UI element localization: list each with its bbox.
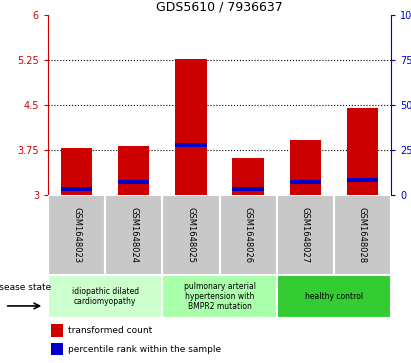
Text: GSM1648028: GSM1648028 — [358, 207, 367, 263]
Text: GSM1648023: GSM1648023 — [72, 207, 81, 263]
Bar — [232, 187, 264, 191]
Text: GSM1648027: GSM1648027 — [301, 207, 310, 263]
Text: GSM1648024: GSM1648024 — [129, 207, 138, 263]
Bar — [48, 275, 162, 318]
Bar — [175, 143, 207, 147]
Bar — [51, 343, 62, 355]
Bar — [162, 275, 277, 318]
Bar — [334, 195, 391, 275]
Bar — [48, 195, 105, 275]
Text: disease state: disease state — [0, 282, 52, 291]
Bar — [61, 148, 92, 195]
Text: pulmonary arterial
hypertension with
BMPR2 mutation: pulmonary arterial hypertension with BMP… — [183, 282, 256, 311]
Bar — [175, 59, 207, 195]
Text: GSM1648025: GSM1648025 — [187, 207, 195, 263]
Bar — [277, 195, 334, 275]
Bar — [105, 195, 162, 275]
Bar — [289, 180, 321, 184]
Bar — [347, 108, 378, 195]
Bar — [162, 195, 219, 275]
Bar — [61, 187, 92, 191]
Bar — [51, 324, 62, 337]
Text: transformed count: transformed count — [68, 326, 152, 335]
Bar — [277, 275, 391, 318]
Text: idiopathic dilated
cardiomyopathy: idiopathic dilated cardiomyopathy — [72, 287, 139, 306]
Bar — [289, 140, 321, 195]
Text: GSM1648026: GSM1648026 — [244, 207, 253, 263]
Bar — [118, 146, 150, 195]
Bar — [232, 158, 264, 195]
Bar — [347, 178, 378, 182]
Text: healthy control: healthy control — [305, 292, 363, 301]
Text: percentile rank within the sample: percentile rank within the sample — [68, 344, 222, 354]
Bar — [219, 195, 277, 275]
Bar — [118, 180, 150, 184]
Title: GDS5610 / 7936637: GDS5610 / 7936637 — [156, 1, 283, 14]
